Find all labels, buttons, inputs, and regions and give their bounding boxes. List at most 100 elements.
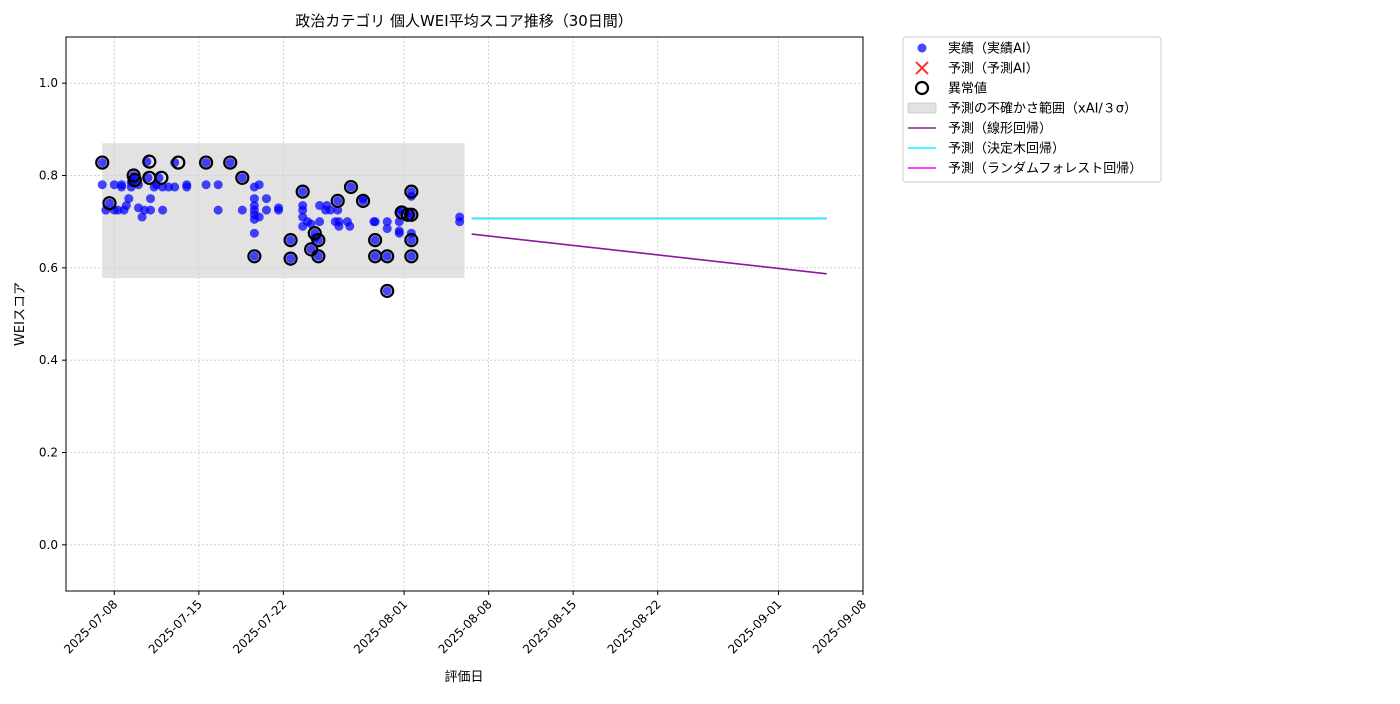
actual-point	[237, 173, 247, 183]
y-tick-label: 0.6	[39, 261, 58, 275]
x-axis-label: 評価日	[444, 670, 483, 685]
actual-point	[315, 217, 325, 227]
anomaly-point	[102, 196, 117, 211]
x-tick-label: 2025-07-15	[146, 597, 205, 656]
y-tick-label: 1.0	[39, 76, 58, 90]
actual-point	[298, 205, 308, 215]
legend-label-predicted-ai: 予測（予測AI）	[948, 62, 1039, 77]
actual-point	[261, 205, 271, 215]
anomaly-point	[355, 193, 371, 208]
actual-point	[237, 205, 247, 215]
legend-marker-predicted-ai	[915, 61, 929, 75]
actual-point	[97, 180, 107, 190]
actual-point	[201, 158, 211, 168]
y-tick-label: 0.0	[39, 538, 58, 552]
actual-point	[137, 212, 147, 222]
anomaly-rings-layer	[95, 154, 419, 299]
legend-marker-actual	[917, 43, 927, 53]
anomaly-point	[142, 154, 157, 169]
actual-point	[225, 158, 235, 168]
actual-point	[286, 235, 296, 245]
actual-point	[334, 217, 344, 227]
actual-point	[274, 203, 284, 213]
anomaly-point	[380, 283, 395, 299]
legend-label-random-forest: 予測（ランダムフォレスト回帰）	[948, 161, 1142, 177]
anomaly-point	[283, 251, 298, 266]
actual-point	[345, 221, 355, 231]
anomaly-point	[247, 249, 262, 264]
actual-point	[254, 180, 264, 190]
actual-point	[182, 180, 192, 190]
x-ticks: 2025-07-08 2025-07-15 2025-07-22 2025-08-01…	[61, 591, 869, 656]
actual-point	[346, 182, 356, 192]
legend-frame	[902, 36, 1162, 183]
y-tick-label: 0.2	[39, 446, 58, 460]
legend-label-linear: 予測（線形回帰）	[948, 121, 1052, 137]
anomaly-point	[198, 155, 214, 170]
actual-point	[249, 228, 259, 238]
y-axis-label: WEIスコア	[13, 282, 28, 346]
anomaly-point	[404, 207, 419, 222]
anomaly-point	[95, 155, 110, 170]
actual-point	[382, 224, 392, 234]
actual-point	[406, 235, 416, 245]
actual-point	[358, 196, 368, 206]
y-tick-label: 0.4	[39, 353, 58, 367]
legend-label-anomaly: 異常値	[948, 81, 987, 97]
x-tick-label: 2025-09-01	[725, 597, 784, 656]
anomaly-point	[404, 233, 419, 248]
actual-point	[306, 219, 316, 229]
actual-point	[370, 217, 380, 227]
actual-point	[298, 187, 308, 197]
actual-point	[109, 180, 119, 190]
actual-point	[382, 286, 392, 296]
anomaly-point	[311, 249, 326, 264]
actual-point	[333, 196, 343, 206]
anomaly-point	[307, 226, 322, 241]
grid-layer	[66, 37, 864, 591]
actual-point	[121, 201, 131, 211]
y-ticks: 0.0 0.2 0.4 0.6 0.8 1.0	[39, 76, 66, 552]
actual-point	[325, 205, 335, 215]
actual-point	[406, 251, 416, 261]
anomaly-point	[368, 233, 383, 248]
actual-point	[201, 180, 211, 190]
actual-point	[394, 228, 404, 238]
actual-point	[146, 194, 156, 204]
legend-label-uncertainty-band: 予測の不確かさ範囲（xAI/３σ）	[948, 101, 1137, 117]
actual-point	[117, 182, 127, 192]
anomaly-point	[343, 179, 359, 195]
anomaly-point	[404, 184, 419, 199]
anomaly-point	[380, 249, 395, 264]
x-tick-label: 2025-09-08	[810, 597, 869, 656]
actual-point	[104, 198, 114, 208]
anomaly-point	[295, 184, 310, 199]
anomaly-point	[330, 193, 345, 208]
actual-point	[170, 182, 180, 192]
y-tick-label: 0.8	[39, 169, 58, 183]
chart-title: 政治カテゴリ 個人WEI平均スコア推移（30日間）	[295, 12, 633, 30]
legend-label-decision-tree: 予測（決定木回帰）	[948, 141, 1065, 157]
actual-point	[97, 158, 107, 168]
actual-point	[146, 205, 156, 215]
actual-point	[370, 251, 380, 261]
legend-marker-anomaly	[914, 80, 930, 96]
actual-point	[382, 251, 392, 261]
x-tick-label: 2025-08-15	[520, 597, 579, 656]
x-tick-label: 2025-07-22	[230, 597, 289, 656]
actual-point	[124, 194, 134, 204]
x-tick-label: 2025-07-08	[61, 597, 120, 656]
anomaly-point	[154, 170, 169, 185]
anomaly-point	[223, 155, 238, 170]
actual-point	[382, 217, 392, 227]
actual-point	[213, 205, 223, 215]
plot-frame	[65, 36, 864, 592]
anomaly-point	[127, 173, 142, 188]
actual-point	[333, 205, 343, 215]
actual-point	[143, 173, 153, 183]
actual-point	[313, 235, 323, 245]
x-tick-label: 2025-08-22	[605, 597, 664, 656]
anomaly-point	[171, 155, 186, 170]
